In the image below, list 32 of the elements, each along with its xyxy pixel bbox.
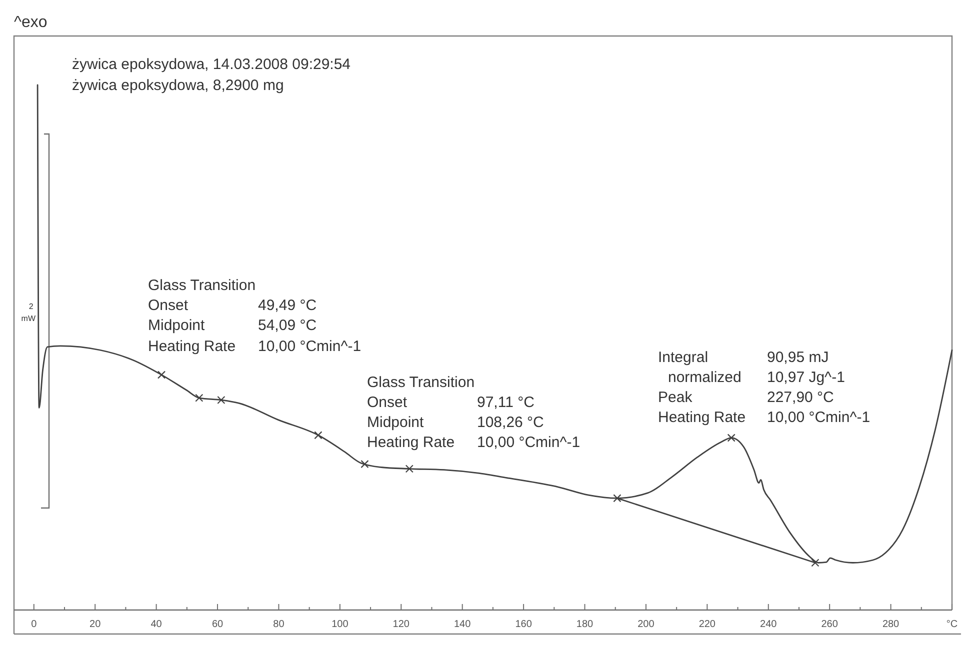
x-tick-label: 100	[332, 619, 349, 630]
text: Onset 49,49 °C	[148, 297, 317, 314]
x-tick-label: 40	[150, 619, 162, 630]
x-tick-label: 260	[821, 619, 838, 630]
chart-subtitle: żywica epoksydowa, 8,2900 mg	[72, 77, 284, 94]
text: Integral 90,95 mJ	[658, 349, 829, 366]
chart-title: żywica epoksydowa, 14.03.2008 09:29:54	[72, 56, 351, 73]
annotation: Glass Transition	[148, 277, 256, 294]
text: Heating Rate 10,00 °Cmin^-1	[658, 409, 870, 426]
x-tick-label: 140	[454, 619, 472, 630]
text: Heating Rate 10,00 °Cmin^-1	[367, 434, 580, 451]
y-axis-title: ^exo	[14, 14, 48, 31]
x-tick-label: 240	[760, 619, 778, 630]
x-tick-label: °C	[946, 619, 958, 630]
x-tick-label: 180	[576, 619, 594, 630]
text: Midpoint 108,26 °C	[367, 414, 544, 431]
x-tick-label: 160	[515, 619, 532, 630]
annotation: 2 mW	[21, 302, 36, 323]
text: normalized 10,97 Jg^-1	[668, 369, 845, 386]
text: Peak 227,90 °C	[658, 389, 834, 406]
x-tick-label: 80	[273, 619, 285, 630]
text: Heating Rate 10,00 °Cmin^-1	[148, 338, 362, 355]
x-tick-label: 60	[212, 619, 224, 630]
x-tick-label: 220	[698, 619, 716, 630]
x-tick-label: 0	[31, 619, 38, 630]
annotation: Glass Transition	[367, 374, 475, 391]
x-tick-label: 200	[638, 619, 655, 630]
text: Onset 97,11 °C	[367, 394, 534, 411]
x-tick-label: 280	[882, 619, 900, 630]
x-tick-label: 20	[90, 619, 102, 630]
x-tick-label: 120	[392, 619, 410, 630]
text: Midpoint 54,09 °C	[148, 317, 317, 334]
